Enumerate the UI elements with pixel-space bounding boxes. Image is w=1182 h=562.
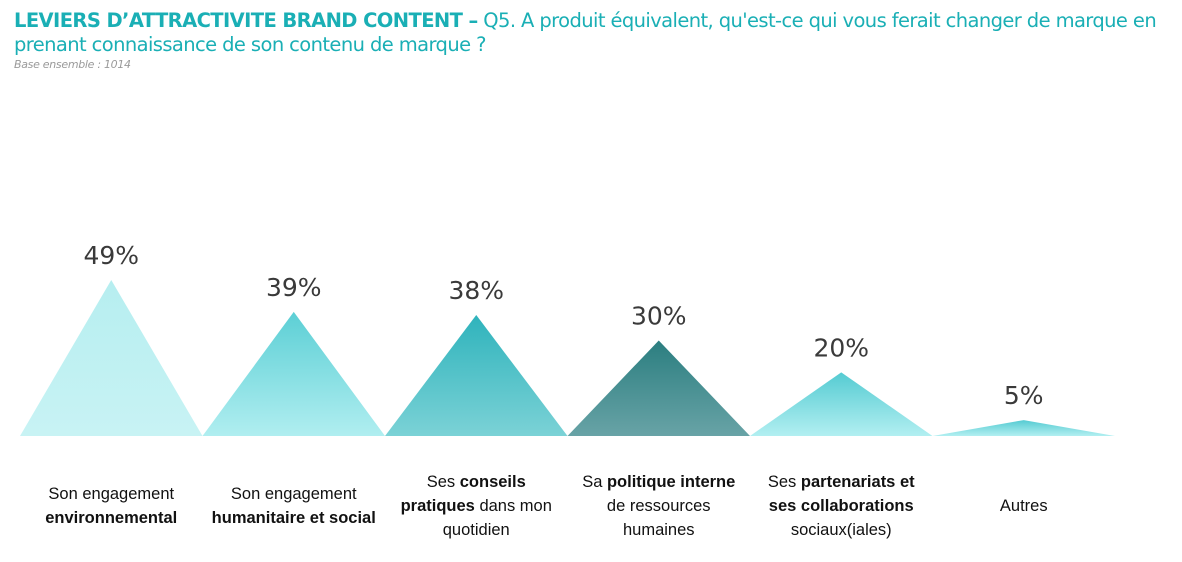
- triangle-mark: [750, 372, 933, 436]
- category-label: Ses conseils pratiques dans mon quotidien: [400, 473, 552, 539]
- triangle-mark: [202, 311, 385, 436]
- chart-data-labels: 49% 39% 38% 30% 20% 5%: [83, 241, 1043, 410]
- chart-title: LEVIERS D’ATTRACTIVITE BRAND CONTENT – Q…: [14, 9, 1174, 57]
- triangle-mark: [932, 420, 1115, 436]
- base-note: Base ensemble : 1014: [14, 58, 131, 71]
- triangle-mark: [567, 340, 750, 436]
- chart-marks: [20, 280, 1115, 436]
- data-label: 30%: [631, 301, 687, 330]
- data-label: 39%: [266, 273, 322, 302]
- data-label: 5%: [1004, 381, 1044, 410]
- data-label: 49%: [83, 241, 139, 270]
- category-label: Sa politique interne de ressources humaine…: [582, 473, 736, 539]
- data-label: 38%: [448, 276, 504, 305]
- category-label: Son engagement humanitaire et social: [211, 485, 376, 527]
- category-label: Autres: [999, 497, 1048, 515]
- data-label: 20%: [813, 333, 869, 362]
- category-label: Son engagement environnemental: [45, 485, 178, 527]
- category-label: Ses partenariats et ses collaborations soc…: [767, 473, 915, 539]
- chart-title-question: Q5. A produit équivalent, qu'est-ce qui …: [14, 9, 1157, 56]
- triangle-mark: [20, 280, 203, 436]
- chart-title-bold: LEVIERS D’ATTRACTIVITE BRAND CONTENT –: [14, 9, 478, 32]
- triangle-mark: [385, 315, 568, 436]
